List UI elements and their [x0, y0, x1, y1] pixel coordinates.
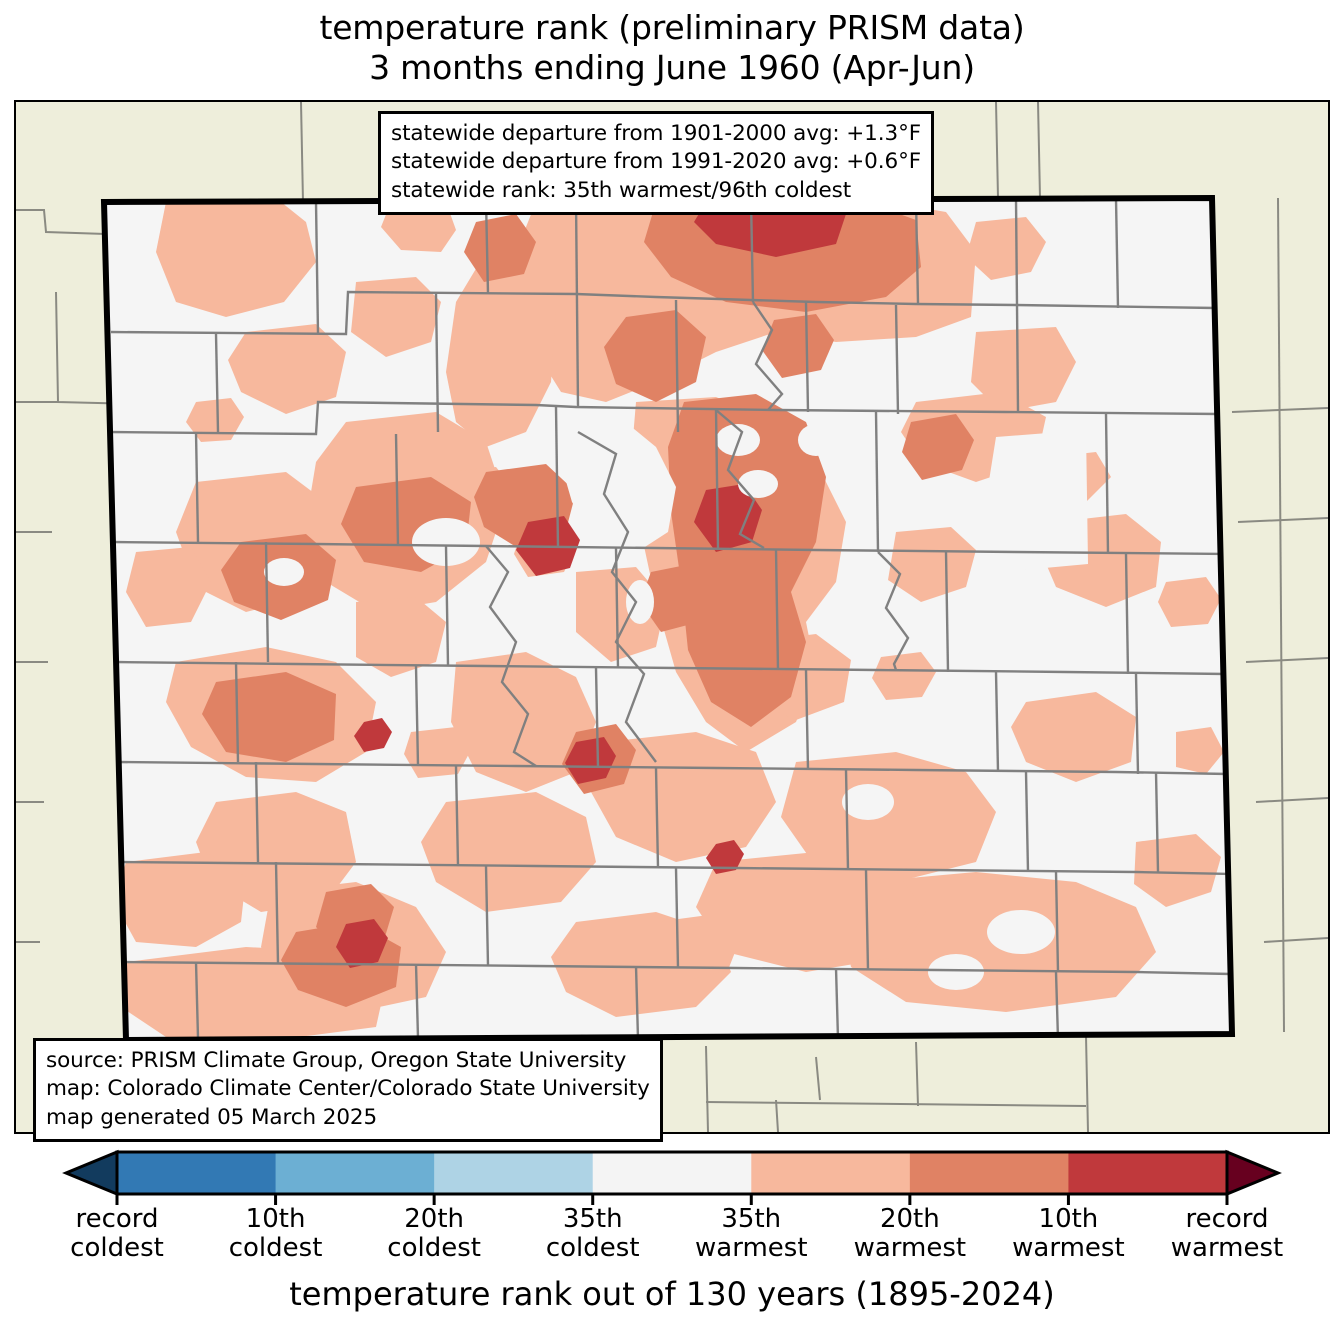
map-credit-line: map: Colorado Climate Center/Colorado St… — [46, 1076, 650, 1102]
colorbar-caption: temperature rank out of 130 years (1895-… — [289, 1275, 1055, 1313]
colorbar-swatches — [62, 1149, 1282, 1205]
stats-statewide-rank: statewide rank: 35th warmest/96th coldes… — [391, 177, 852, 203]
colorbar-label-top-6: 10th — [1038, 1204, 1099, 1234]
title-line-2: 3 months ending June 1960 (Apr-Jun) — [369, 48, 975, 88]
colorbar-label-top-2: 20th — [404, 1204, 465, 1234]
colorbar-label-bottom-6: warmest — [1012, 1233, 1125, 1264]
colorbar-label-5: 20th warmest — [820, 1204, 1000, 1264]
stats-departure-1991-2020: statewide departure from 1991-2020 avg: … — [391, 149, 921, 175]
source-line: source: PRISM Climate Group, Oregon Stat… — [46, 1048, 627, 1073]
colorbar-label-7: record warmest — [1137, 1204, 1317, 1264]
colorbar-label-top-3: 35th — [562, 1204, 623, 1234]
map-panel — [14, 100, 1330, 1134]
colorbar-label-1: 10th coldest — [186, 1204, 366, 1264]
colorbar-label-bottom-3: coldest — [545, 1233, 640, 1264]
stats-departure-1901-2000: statewide departure from 1901-2000 avg: … — [391, 121, 921, 146]
title-line-1: temperature rank (preliminary PRISM data… — [319, 8, 1025, 47]
colorbar-segment-2 — [434, 1152, 594, 1194]
colorbar-label-top-1: 10th — [245, 1204, 306, 1234]
colorbar-segment-4 — [751, 1152, 911, 1194]
colorbar — [0, 1148, 1344, 1208]
colorbar-label-2: 20th coldest — [344, 1204, 524, 1264]
colorbar-extend-high — [1225, 1149, 1282, 1197]
colorbar-label-bottom-4: warmest — [695, 1233, 808, 1264]
neutral-pockets — [264, 407, 1136, 990]
colorbar-label-top-0: record — [75, 1204, 159, 1234]
neighbor-boundaries — [16, 102, 1328, 1132]
colorbar-segment-5 — [909, 1152, 1070, 1194]
colorbar-label-bottom-5: warmest — [853, 1233, 967, 1264]
colorbar-label-4: 35th warmest — [661, 1204, 841, 1264]
colorbar-label-bottom-0: coldest — [70, 1233, 164, 1264]
colorbar-segment-6 — [1068, 1152, 1228, 1194]
colorbar-label-bottom-1: coldest — [228, 1233, 323, 1264]
statewide-stats-box: statewide departure from 1901-2000 avg: … — [378, 111, 934, 216]
colorbar-extend-low — [62, 1149, 119, 1197]
source-credits-box: source: PRISM Climate Group, Oregon Stat… — [33, 1038, 663, 1143]
colorbar-label-bottom-2: coldest — [387, 1233, 481, 1264]
colorbar-label-3: 35th coldest — [503, 1204, 683, 1264]
page-title: temperature rank (preliminary PRISM data… — [0, 8, 1344, 89]
map-generated-line: map generated 05 March 2025 — [46, 1104, 378, 1130]
colorbar-segment-3 — [592, 1152, 752, 1194]
colorbar-label-top-7: record — [1185, 1204, 1269, 1234]
colorbar-label-0: record coldest — [27, 1204, 207, 1264]
colorbar-label-top-4: 35th — [721, 1204, 782, 1234]
colorbar-label-6: 10th warmest — [978, 1204, 1158, 1264]
colorbar-tick-labels: record coldest 10th coldest 20th coldest 35th c… — [0, 1204, 1344, 1267]
colorbar-segment-0 — [117, 1152, 277, 1194]
county-boundaries — [107, 198, 1232, 1040]
state-interior — [104, 198, 1232, 1040]
colorbar-segment-1 — [275, 1152, 435, 1194]
colorbar-label-top-5: 20th — [879, 1204, 940, 1234]
colorbar-label-bottom-7: warmest — [1170, 1233, 1284, 1264]
colorado-temperature-rank-map — [16, 102, 1328, 1132]
